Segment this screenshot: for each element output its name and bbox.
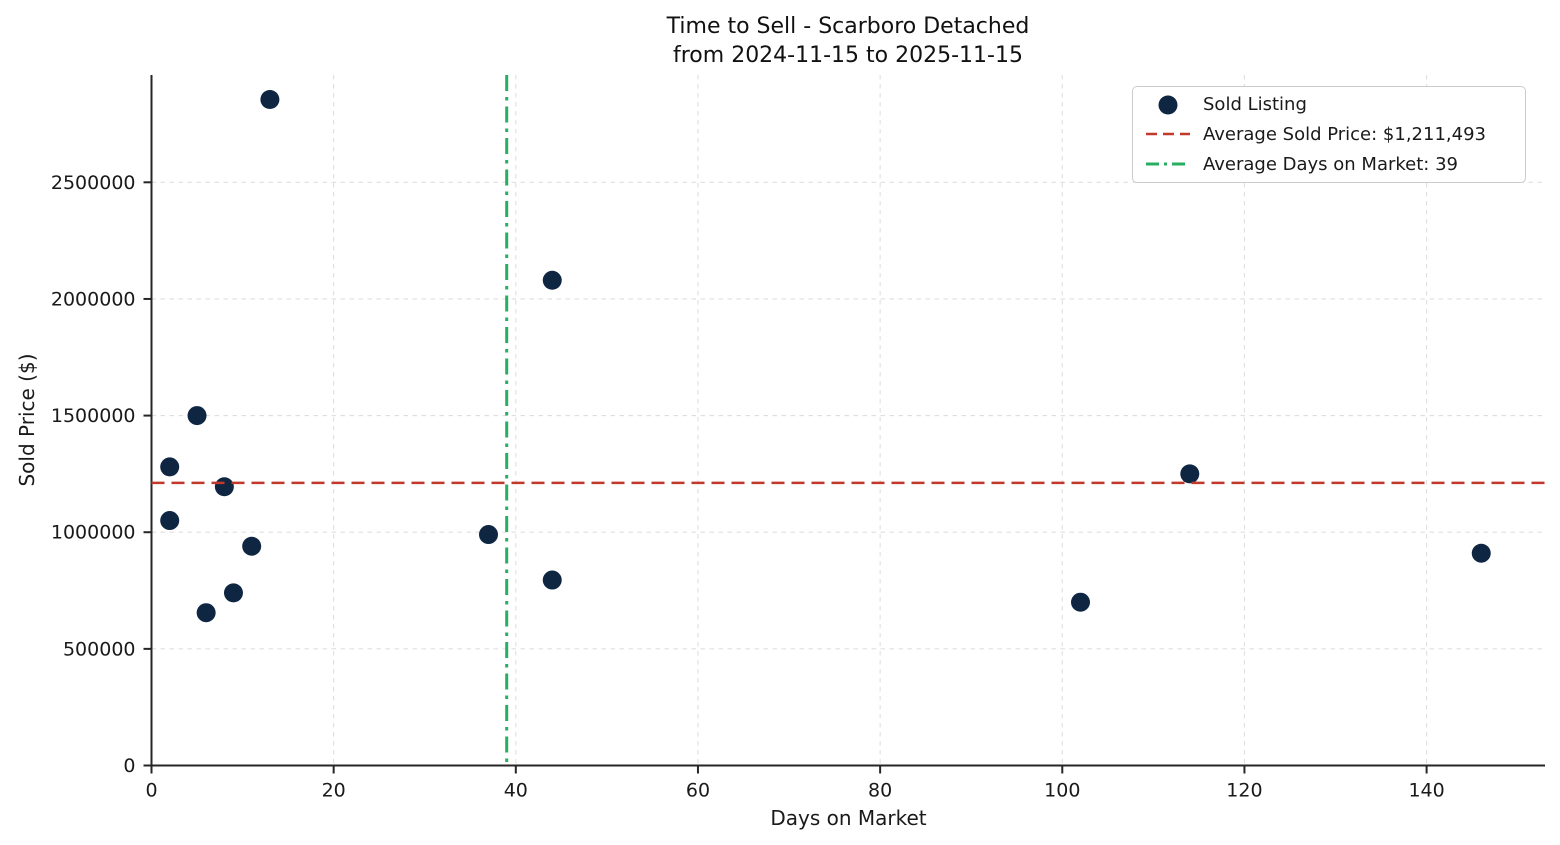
x-tick-label: 40 — [504, 780, 528, 802]
x-tick-label: 60 — [686, 780, 710, 802]
x-tick-label: 0 — [145, 780, 157, 802]
sold-listing-point — [260, 89, 280, 109]
sold-listing-point — [160, 511, 180, 531]
chart-title: Time to Sell - Scarboro Detached from 20… — [0, 12, 1560, 70]
sold-listing-point — [542, 570, 562, 590]
sold-listing-point — [214, 477, 234, 497]
sold-listing-point — [1471, 543, 1491, 563]
y-tick-label: 2500000 — [51, 172, 136, 194]
legend-item-sold-listing: Sold Listing — [1141, 94, 1521, 116]
y-tick-label: 1500000 — [51, 405, 136, 427]
chart-title-line1: Time to Sell - Scarboro Detached — [666, 14, 1030, 39]
sold-listing-point — [187, 406, 207, 426]
legend: Sold Listing Average Sold Price: $1,211,… — [1132, 86, 1526, 183]
x-tick-label: 80 — [868, 780, 892, 802]
x-tick-label: 140 — [1408, 780, 1444, 802]
chart-title-line2: from 2024-11-15 to 2025-11-15 — [673, 43, 1023, 69]
legend-item-average-days-on-market: Average Days on Market: 39 — [1141, 153, 1521, 175]
legend-item-average-sold-price: Average Sold Price: $1,211,493 — [1141, 123, 1521, 145]
sold-listing-point — [1071, 592, 1090, 612]
sold-listing-point — [478, 525, 498, 545]
x-tick-label: 120 — [1226, 780, 1262, 802]
y-axis-label: Sold Price ($) — [15, 353, 39, 487]
y-tick-label: 1000000 — [51, 522, 136, 544]
legend-label: Average Days on Market: 39 — [1203, 153, 1458, 175]
legend-label: Average Sold Price: $1,211,493 — [1203, 123, 1486, 145]
sold-listing-dot-icon — [1141, 94, 1195, 116]
dashed-line-icon — [1141, 123, 1195, 145]
sold-listing-point — [223, 583, 243, 603]
x-tick-label: 20 — [322, 780, 346, 802]
sold-listing-point — [242, 536, 262, 556]
y-tick-label: 2000000 — [51, 288, 136, 310]
y-tick-label: 0 — [123, 755, 135, 777]
x-tick-label: 100 — [1044, 780, 1080, 802]
sold-listing-point — [196, 603, 216, 623]
sold-listing-point — [1180, 464, 1200, 484]
y-tick-label: 500000 — [63, 638, 136, 660]
sold-listing-point — [542, 270, 562, 290]
x-axis-label: Days on Market — [770, 806, 927, 830]
dashdot-line-icon — [1141, 153, 1195, 175]
legend-label: Sold Listing — [1203, 94, 1307, 116]
sold-listing-point — [160, 457, 180, 477]
